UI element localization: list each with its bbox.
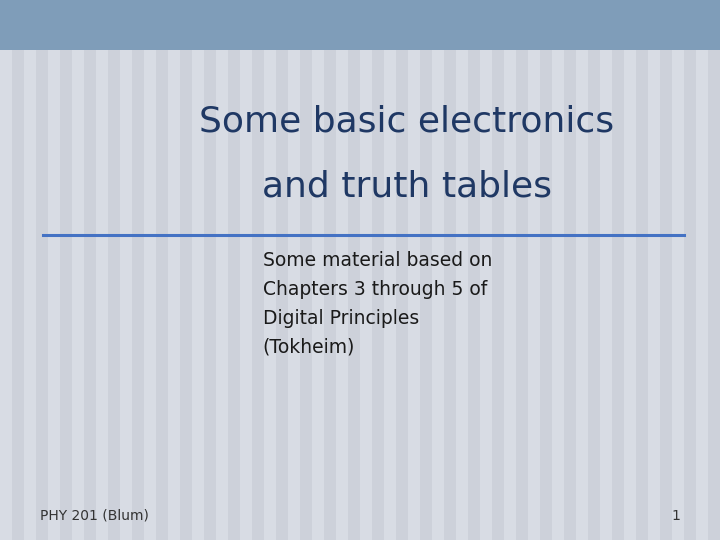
Text: PHY 201 (Blum): PHY 201 (Blum) bbox=[40, 509, 148, 523]
Bar bbox=[144, 0, 156, 540]
Bar bbox=[336, 0, 348, 540]
Bar bbox=[12, 0, 24, 540]
Bar bbox=[276, 0, 288, 540]
Bar bbox=[108, 0, 120, 540]
Bar bbox=[408, 0, 420, 540]
Text: Some basic electronics: Some basic electronics bbox=[199, 105, 614, 138]
Bar bbox=[48, 0, 60, 540]
Bar bbox=[324, 0, 336, 540]
Text: and truth tables: and truth tables bbox=[262, 170, 552, 203]
Bar bbox=[312, 0, 324, 540]
Bar bbox=[516, 0, 528, 540]
Bar bbox=[528, 0, 540, 540]
Bar bbox=[600, 0, 612, 540]
Bar bbox=[384, 0, 396, 540]
Bar bbox=[96, 0, 108, 540]
Bar bbox=[0, 0, 720, 50]
Bar bbox=[672, 0, 684, 540]
Bar bbox=[228, 0, 240, 540]
Text: Some material based on
Chapters 3 through 5 of
Digital Principles
(Tokheim): Some material based on Chapters 3 throug… bbox=[263, 251, 492, 356]
Bar bbox=[156, 0, 168, 540]
Bar bbox=[480, 0, 492, 540]
Bar bbox=[120, 0, 132, 540]
Bar bbox=[24, 0, 36, 540]
Bar bbox=[192, 0, 204, 540]
Bar bbox=[84, 0, 96, 540]
Bar bbox=[624, 0, 636, 540]
Bar bbox=[648, 0, 660, 540]
Bar bbox=[60, 0, 72, 540]
Bar bbox=[456, 0, 468, 540]
Bar bbox=[492, 0, 504, 540]
Bar bbox=[0, 0, 12, 540]
Bar bbox=[444, 0, 456, 540]
Bar bbox=[180, 0, 192, 540]
Bar bbox=[684, 0, 696, 540]
Bar bbox=[396, 0, 408, 540]
Bar bbox=[240, 0, 252, 540]
Bar bbox=[216, 0, 228, 540]
Bar bbox=[36, 0, 48, 540]
Bar bbox=[708, 0, 720, 540]
Bar bbox=[612, 0, 624, 540]
Bar bbox=[504, 0, 516, 540]
Bar bbox=[264, 0, 276, 540]
Bar bbox=[576, 0, 588, 540]
Bar bbox=[360, 0, 372, 540]
Bar bbox=[588, 0, 600, 540]
Bar bbox=[348, 0, 360, 540]
Bar bbox=[552, 0, 564, 540]
Bar bbox=[696, 0, 708, 540]
Bar bbox=[432, 0, 444, 540]
Bar bbox=[252, 0, 264, 540]
Bar bbox=[72, 0, 84, 540]
Bar bbox=[204, 0, 216, 540]
Bar bbox=[288, 0, 300, 540]
Bar bbox=[168, 0, 180, 540]
Bar bbox=[468, 0, 480, 540]
Text: 1: 1 bbox=[672, 509, 680, 523]
Bar bbox=[636, 0, 648, 540]
Bar bbox=[420, 0, 432, 540]
Bar bbox=[540, 0, 552, 540]
Bar bbox=[372, 0, 384, 540]
Bar bbox=[300, 0, 312, 540]
Bar bbox=[564, 0, 576, 540]
Bar bbox=[132, 0, 144, 540]
Bar bbox=[660, 0, 672, 540]
